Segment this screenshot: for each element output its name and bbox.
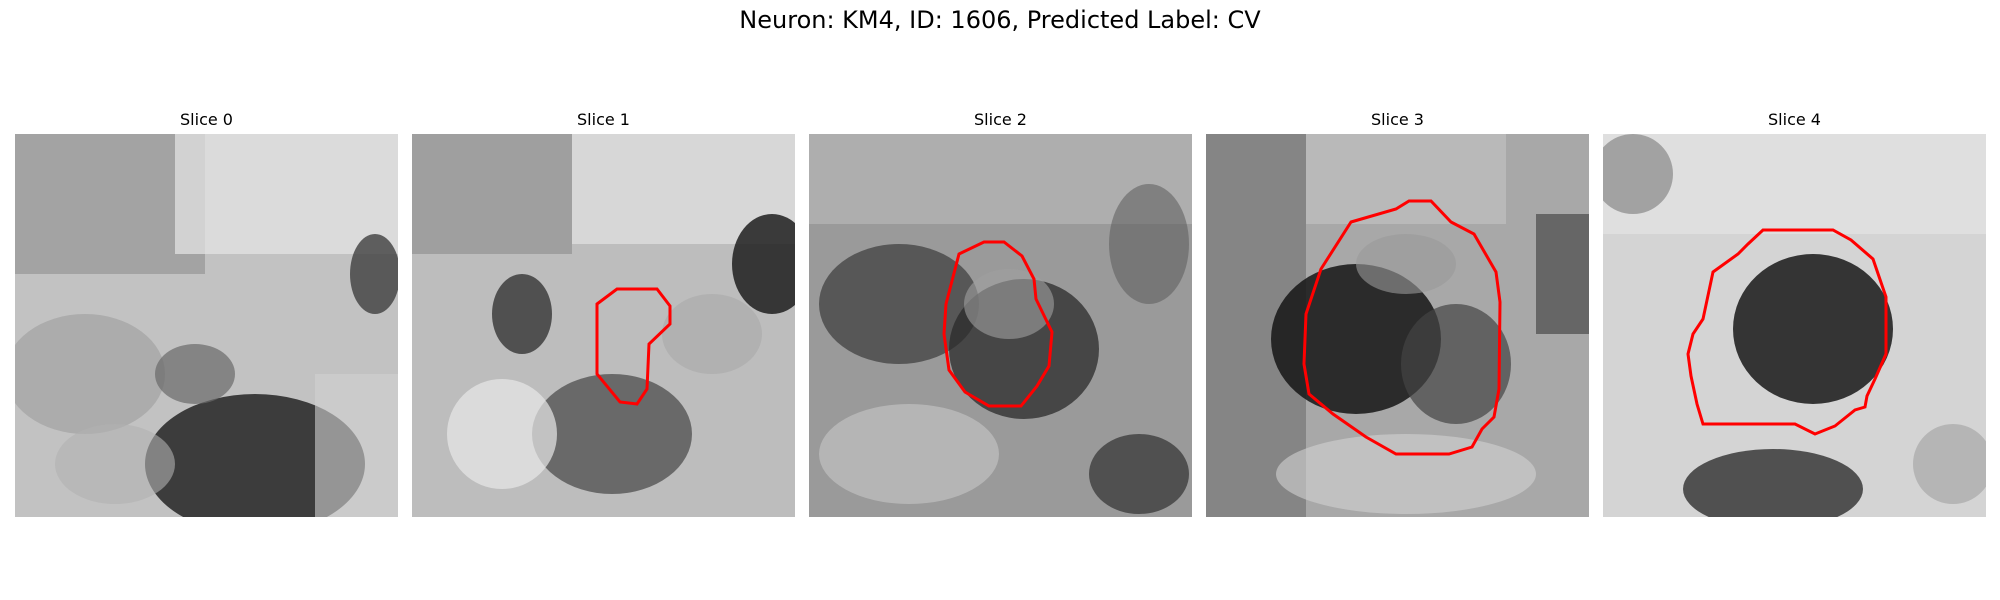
slice-panel-1: Slice 1 xyxy=(412,110,795,517)
slice-image-4 xyxy=(1603,134,1986,517)
slice-contour xyxy=(1302,199,1502,456)
slice-image-1 xyxy=(412,134,795,517)
slice-panel-3: Slice 3 xyxy=(1206,110,1589,517)
slice-contour xyxy=(942,240,1054,408)
slice-contour xyxy=(595,287,672,406)
slice-contour xyxy=(1686,228,1888,436)
figure-title: Neuron: KM4, ID: 1606, Predicted Label: … xyxy=(739,6,1261,34)
slice-image-2 xyxy=(809,134,1192,517)
slice-title: Slice 4 xyxy=(1768,110,1821,129)
slice-title: Slice 2 xyxy=(974,110,1027,129)
slice-image-3 xyxy=(1206,134,1589,517)
slice-title: Slice 3 xyxy=(1371,110,1424,129)
slice-panel-4: Slice 4 xyxy=(1603,110,1986,517)
slice-title: Slice 0 xyxy=(180,110,233,129)
slice-panel-2: Slice 2 xyxy=(809,110,1192,517)
slice-image-0 xyxy=(15,134,398,517)
slice-title: Slice 1 xyxy=(577,110,630,129)
slice-panel-0: Slice 0 xyxy=(15,110,398,517)
